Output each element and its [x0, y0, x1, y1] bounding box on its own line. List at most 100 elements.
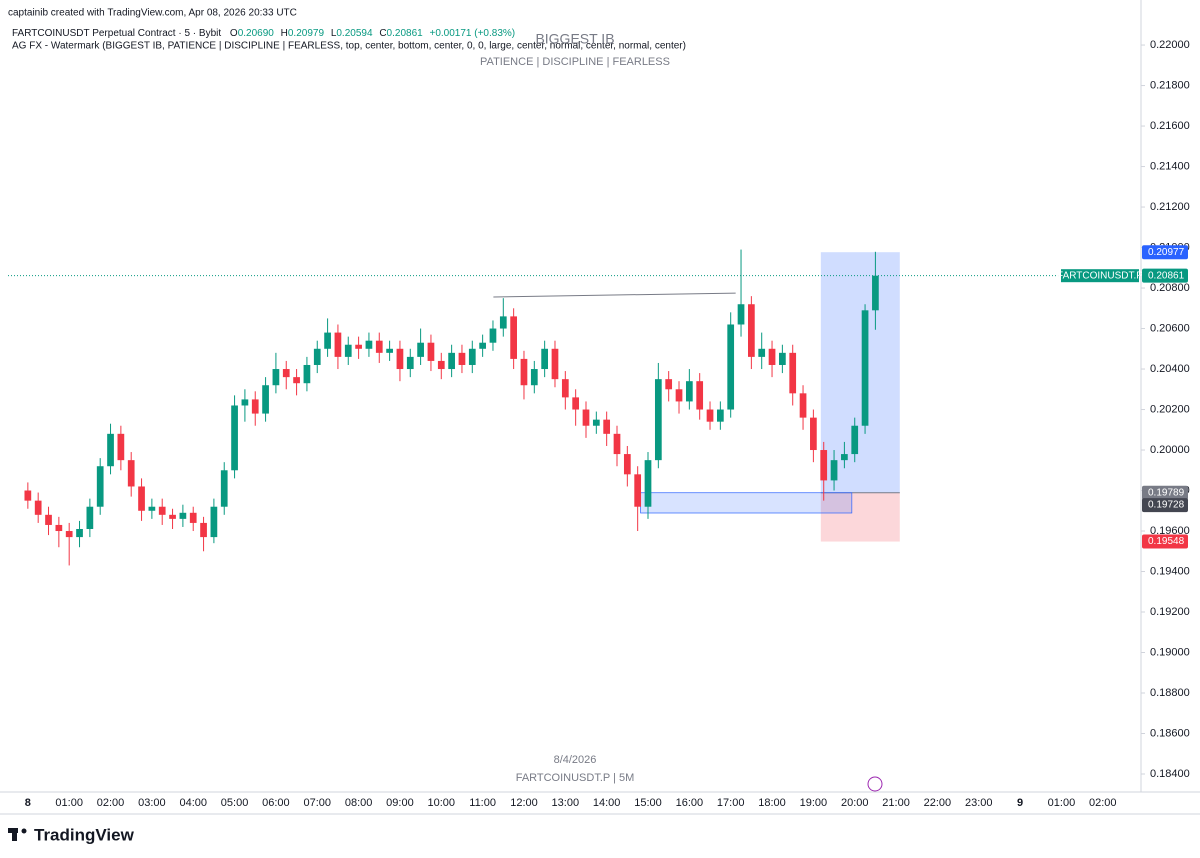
candle-body: [34, 500, 42, 515]
y-tick-label: 0.19600: [1150, 525, 1190, 537]
brand: TradingView: [34, 825, 135, 844]
l-label: L: [331, 28, 337, 39]
candle-body: [768, 348, 776, 365]
watermark-symbol: FARTCOINUSDT.P | 5M: [516, 772, 635, 784]
candle-body: [138, 486, 145, 511]
candle-body: [727, 324, 735, 410]
price-label-box: [1142, 485, 1188, 500]
watermark-date: 8/4/2026: [554, 754, 597, 766]
candle-body: [365, 340, 373, 349]
y-tick-label: 0.21800: [1150, 79, 1190, 91]
x-tick-label: 01:00: [1048, 797, 1076, 809]
price-label-box: [1142, 498, 1188, 513]
candle-body: [841, 454, 848, 461]
trendline: [493, 292, 736, 298]
candle-body: [324, 332, 331, 349]
candle-body: [592, 419, 600, 426]
price-label-box: [1142, 268, 1188, 283]
candle-body: [127, 460, 135, 487]
candle-body: [355, 344, 362, 349]
h-value: 0.20979: [288, 28, 325, 39]
logo-mark: [21, 828, 27, 834]
candle-body: [458, 352, 466, 365]
x-tick-label: 07:00: [303, 797, 331, 809]
y-tick-label: 0.22000: [1150, 39, 1190, 51]
change: +0.00171 (+0.83%): [429, 28, 515, 39]
candle-body: [169, 514, 176, 519]
o-value: 0.20690: [238, 28, 275, 39]
y-tick-label: 0.19000: [1150, 646, 1190, 658]
candle-body: [272, 369, 280, 386]
price-label: 0.19728: [1148, 500, 1185, 511]
last-price-tag: FARTCOINUSDT.P: [1057, 270, 1143, 281]
candle-body: [76, 528, 83, 538]
x-tick-label: 17:00: [717, 797, 745, 809]
x-tick-label: 23:00: [965, 797, 993, 809]
credit: captainib created with TradingView.com, …: [8, 8, 297, 19]
last-price-tag-box: [1061, 269, 1139, 283]
x-tick-label: 21:00: [882, 797, 910, 809]
candle-body: [810, 417, 817, 451]
candle-body: [479, 342, 486, 349]
candle-body: [189, 512, 197, 523]
candle-body: [830, 460, 838, 481]
y-tick-label: 0.20800: [1150, 282, 1190, 294]
x-tick-label: 11:00: [469, 797, 496, 809]
h-label: H: [281, 28, 288, 39]
candle-body: [716, 409, 724, 422]
candle-body: [613, 433, 621, 455]
event-icon[interactable]: [867, 776, 883, 792]
candle-body: [582, 409, 590, 426]
candle-body: [520, 358, 528, 386]
l-value: 0.20594: [336, 28, 373, 39]
price-label: 0.20861: [1148, 270, 1185, 281]
watermark-title: BIGGEST IB: [535, 31, 614, 47]
candle-body: [779, 352, 786, 365]
symbol: FARTCOINUSDT Perpetual Contract · 5 · By…: [12, 28, 221, 39]
logo: TradingView: [8, 825, 135, 844]
candle-body: [200, 522, 207, 538]
candle-body: [282, 369, 290, 378]
price-label: 0.19789: [1148, 487, 1185, 498]
candle-body: [623, 454, 631, 475]
watermark-subtitle: PATIENCE | DISCIPLINE | FEARLESS: [480, 56, 670, 68]
candle-body: [675, 389, 683, 402]
candle-body: [158, 506, 166, 515]
candle-body: [231, 405, 238, 471]
candle-body: [293, 377, 300, 384]
zone: [640, 492, 853, 514]
x-tick-label: 06:00: [262, 797, 290, 809]
x-tick-label: 03:00: [138, 797, 166, 809]
logo-mark: [12, 828, 17, 841]
candle-body: [737, 304, 745, 325]
candle-body: [551, 348, 559, 380]
candle-body: [24, 490, 32, 501]
o-label: O: [230, 28, 238, 39]
x-tick-label: 04:00: [179, 797, 207, 809]
candle-body: [86, 506, 94, 529]
candle-body: [386, 348, 393, 353]
candle-body: [561, 379, 569, 398]
position-target: [820, 252, 900, 493]
candle-body: [654, 379, 662, 461]
y-tick-label: 0.20400: [1150, 363, 1190, 375]
x-tick-label: 02:00: [1089, 797, 1117, 809]
c-value: 0.20861: [387, 28, 424, 39]
c-label: C: [379, 28, 386, 39]
candle-body: [489, 328, 497, 343]
candle-body: [313, 348, 321, 365]
x-tick-label: 12:00: [510, 797, 538, 809]
candle-body: [468, 348, 476, 365]
candle-body: [303, 364, 311, 384]
candle-body: [499, 316, 507, 329]
candle-body: [375, 340, 383, 353]
candle-body: [799, 393, 807, 418]
candle-body: [179, 512, 187, 519]
candle-body: [541, 348, 549, 370]
candle-body: [685, 381, 693, 402]
y-tick-label: 0.21600: [1150, 120, 1190, 132]
candle-body: [510, 316, 517, 359]
y-tick-label: 0.19200: [1150, 606, 1190, 618]
